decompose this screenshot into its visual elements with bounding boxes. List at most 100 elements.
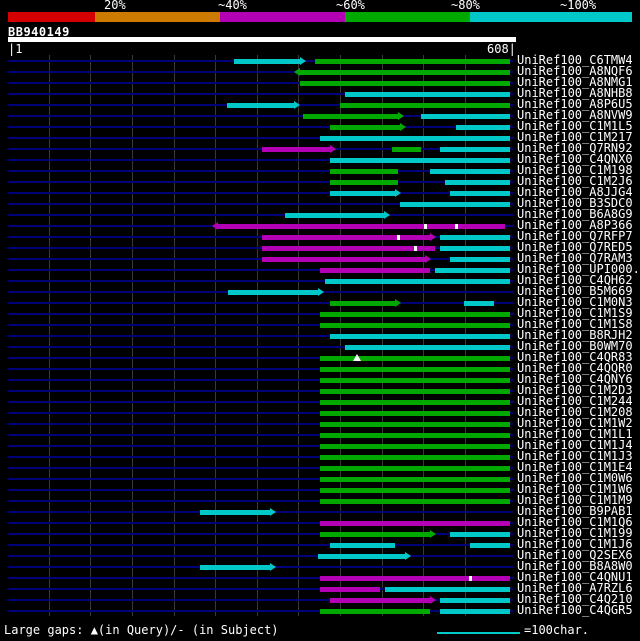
alignment-bar[interactable] <box>330 169 398 174</box>
alignment-bar[interactable] <box>345 345 510 350</box>
hit-id-label: UniRef100_C1M1L1 <box>517 427 633 441</box>
alignment-bar[interactable] <box>303 114 398 119</box>
alignment-bar[interactable] <box>440 598 510 603</box>
alignment-bar[interactable] <box>320 433 510 438</box>
alignment-bar[interactable] <box>320 400 510 405</box>
alignment-bar[interactable] <box>330 598 430 603</box>
gap-subject-mark <box>455 224 458 229</box>
alignment-bar[interactable] <box>320 455 510 460</box>
alignment-bar[interactable] <box>320 356 510 361</box>
alignment-bar[interactable] <box>320 521 510 526</box>
arrow-head <box>270 563 276 571</box>
alignment-bar[interactable] <box>320 477 510 482</box>
alignment-bar[interactable] <box>320 389 510 394</box>
hit-id-label: UniRef100_C4QNU1 <box>517 570 633 584</box>
alignment-bar[interactable] <box>262 147 330 152</box>
row-baseline <box>8 313 513 315</box>
alignment-bar[interactable] <box>450 191 510 196</box>
alignment-bar[interactable] <box>262 235 430 240</box>
alignment-bar[interactable] <box>325 279 510 284</box>
alignment-bar[interactable] <box>400 202 510 207</box>
alignment-bar[interactable] <box>320 268 430 273</box>
alignment-bar[interactable] <box>200 565 270 570</box>
alignment-bar[interactable] <box>320 576 510 581</box>
alignment-bar[interactable] <box>320 587 380 592</box>
alignment-bar[interactable] <box>320 312 510 317</box>
hit-id-label: UniRef100_A8P6U5 <box>517 97 633 111</box>
alignment-bar[interactable] <box>320 367 510 372</box>
row-baseline <box>8 269 513 271</box>
alignment-bar[interactable] <box>300 70 510 75</box>
hit-id-label: UniRef100_C1M1S9 <box>517 306 633 320</box>
alignment-bar[interactable] <box>440 609 510 614</box>
alignment-bar[interactable] <box>320 411 510 416</box>
alignment-bar[interactable] <box>430 169 510 174</box>
hit-id-label: UniRef100_C1M0W6 <box>517 471 633 485</box>
alignment-bar[interactable] <box>340 103 510 108</box>
alignment-bar[interactable] <box>456 125 510 130</box>
row-baseline <box>8 610 513 612</box>
alignment-bar[interactable] <box>330 334 510 339</box>
alignment-bar[interactable] <box>320 488 510 493</box>
alignment-bar[interactable] <box>345 92 510 97</box>
alignment-bar[interactable] <box>464 301 494 306</box>
alignment-bar[interactable] <box>330 543 395 548</box>
row-baseline <box>8 412 513 414</box>
alignment-bar[interactable] <box>470 543 510 548</box>
hit-id-label: UniRef100_C1M1L5 <box>517 119 633 133</box>
alignment-bar[interactable] <box>218 224 505 229</box>
alignment-bar[interactable] <box>392 147 421 152</box>
alignment-bar[interactable] <box>440 147 510 152</box>
alignment-bar[interactable] <box>320 499 510 504</box>
alignment-bar[interactable] <box>330 180 398 185</box>
alignment-bar[interactable] <box>200 510 270 515</box>
alignment-bar[interactable] <box>450 257 510 262</box>
alignment-bar[interactable] <box>285 213 384 218</box>
arrow-head <box>395 189 401 197</box>
alignment-bar[interactable] <box>228 290 318 295</box>
alignment-bar[interactable] <box>320 609 430 614</box>
alignment-bar[interactable] <box>330 301 395 306</box>
alignment-bar[interactable] <box>320 378 510 383</box>
alignment-bar[interactable] <box>234 59 300 64</box>
row-baseline <box>8 357 513 359</box>
hit-id-label: UniRef100_C1M244 <box>517 394 633 408</box>
alignment-bar[interactable] <box>330 191 395 196</box>
row-baseline <box>8 500 513 502</box>
arrow-head <box>294 101 300 109</box>
row-baseline <box>8 192 513 194</box>
alignment-bar[interactable] <box>421 114 510 119</box>
row-baseline <box>8 302 513 304</box>
alignment-bar[interactable] <box>385 587 510 592</box>
alignment-bar[interactable] <box>318 554 405 559</box>
row-baseline <box>8 71 513 73</box>
legend-swatch <box>345 12 470 22</box>
hit-id-label: UniRef100_B8A8W0 <box>517 559 633 573</box>
alignment-bar[interactable] <box>330 158 510 163</box>
alignment-bar[interactable] <box>320 532 430 537</box>
alignment-bar[interactable] <box>450 532 510 537</box>
alignment-bar[interactable] <box>330 125 400 130</box>
alignment-bar[interactable] <box>320 466 510 471</box>
alignment-bar[interactable] <box>262 246 435 251</box>
alignment-bar[interactable] <box>320 444 510 449</box>
hit-id-label: UniRef100_C1M198 <box>517 163 633 177</box>
gap-subject-mark <box>414 246 417 251</box>
alignment-bar[interactable] <box>445 180 510 185</box>
alignment-bar[interactable] <box>262 257 425 262</box>
hit-id-label: UniRef100_B5M669 <box>517 284 633 298</box>
alignment-bar[interactable] <box>300 81 510 86</box>
alignment-bar[interactable] <box>435 268 510 273</box>
row-baseline <box>8 599 513 601</box>
row-baseline <box>8 390 513 392</box>
alignment-bar[interactable] <box>440 235 510 240</box>
alignment-bar[interactable] <box>440 246 510 251</box>
alignment-bar[interactable] <box>227 103 294 108</box>
alignment-bar[interactable] <box>320 323 510 328</box>
alignment-bar[interactable] <box>320 136 510 141</box>
alignment-bar[interactable] <box>320 422 510 427</box>
hit-id-label: UniRef100_A8NVW9 <box>517 108 633 122</box>
row-baseline <box>8 544 513 546</box>
alignment-bar[interactable] <box>315 59 510 64</box>
